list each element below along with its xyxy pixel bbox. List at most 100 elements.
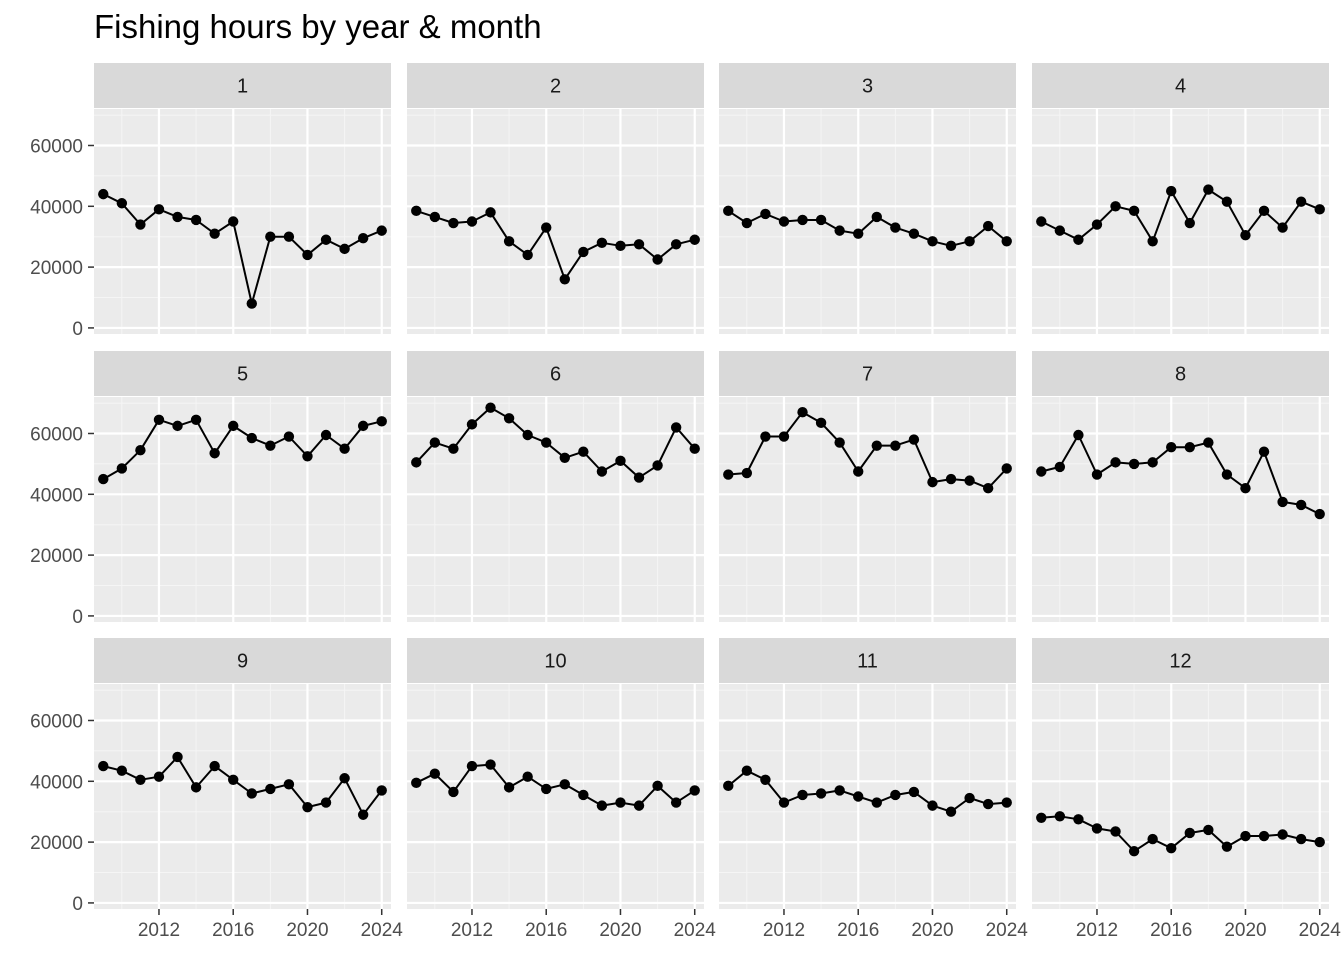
strip-9 [94,638,391,683]
data-point [890,222,901,233]
panel-background [407,397,704,622]
data-point [98,188,109,200]
strip-5 [94,351,391,396]
y-tick-label: 40000 [30,772,83,793]
data-point [339,443,350,454]
data-point [689,234,700,245]
data-point [559,274,570,285]
data-point [890,440,901,451]
data-point [1314,508,1325,520]
data-point [1277,496,1288,508]
facet-panel-12: 12 2012 2016 2020 2024 [1032,638,1341,941]
series-line [415,209,695,281]
data-point [116,463,128,474]
data-point [815,788,827,799]
data-point [927,800,938,811]
data-point [1295,196,1307,207]
data-point [172,751,183,763]
data-point [559,452,570,464]
data-point [1128,846,1140,857]
x-tick-label: 2012 [451,920,493,941]
data-point [760,431,771,442]
data-point [1110,457,1121,468]
strip-8 [1032,351,1329,396]
strip-4 [1032,63,1329,108]
data-point [871,797,882,808]
data-point [228,774,239,785]
data-point [485,402,496,413]
data-point [1221,841,1233,852]
data-point [135,445,146,456]
data-point [448,786,459,798]
data-point [834,225,845,236]
data-point [964,792,975,804]
panel-background [719,397,1016,622]
x-tick-label: 2020 [599,920,641,941]
data-point [1314,836,1325,848]
panel-background [719,109,1016,334]
data-point [1166,441,1177,453]
data-point [339,243,350,255]
data-point [1054,811,1066,822]
data-point [302,451,313,462]
data-point [578,446,589,457]
data-point [982,220,994,232]
data-point [172,211,183,223]
data-point [116,765,128,776]
data-point [578,246,589,258]
data-point [778,431,790,442]
data-point [670,422,682,433]
strip-10 [407,638,704,683]
strip-1 [94,63,391,108]
strip-label: 7 [862,364,873,386]
data-point [815,417,827,429]
x-tick-label: 2020 [286,920,328,941]
data-point [448,443,459,454]
data-point [466,419,478,430]
x-tick-label: 2020 [1224,920,1266,941]
data-point [927,476,938,488]
facet-panel-9: 9 0 20000 40000 60000 2012 2016 2020 2024 [30,638,403,941]
data-point [1073,234,1084,245]
data-point [209,228,220,239]
series-line [415,763,696,807]
strip-label: 3 [862,76,873,98]
data-point [1091,469,1103,480]
data-point [834,785,845,796]
data-point [853,228,864,239]
facet-panel-6: 6 [407,351,704,622]
data-point [1203,824,1214,836]
data-point [320,797,332,808]
y-tick-label: 20000 [30,546,83,567]
y-tick-label: 0 [72,607,83,628]
data-point [265,783,276,795]
data-point [982,483,994,494]
strip-3 [719,63,1016,108]
data-point [760,774,771,785]
strip-7 [719,351,1016,396]
series-line [1041,815,1320,853]
data-point [153,771,165,782]
strip-6 [407,351,704,396]
data-point [1091,823,1103,834]
data-point [670,797,682,808]
data-point [797,407,808,418]
series-line [1041,434,1321,515]
data-point [503,413,515,424]
strip-label: 9 [237,651,248,673]
facet-panel-8: 8 [1032,351,1329,622]
data-point [652,780,663,792]
data-point [1073,814,1084,825]
data-point [1258,205,1270,217]
series-line [102,193,383,305]
data-point [1110,826,1121,837]
data-point [302,801,313,813]
data-point [1184,217,1195,229]
data-point [1054,461,1066,473]
data-point [1001,797,1012,808]
data-point [411,205,422,217]
data-point [723,780,734,792]
data-point [723,469,734,480]
data-point [429,437,441,448]
data-point [741,467,753,479]
